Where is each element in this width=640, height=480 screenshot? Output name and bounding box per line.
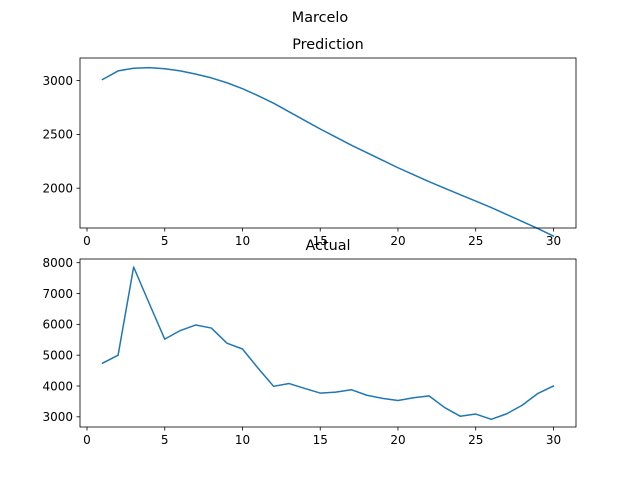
actual-y-tick-label: 7000 <box>42 287 73 301</box>
actual-x-tick-label: 30 <box>546 433 561 447</box>
actual-y-tick-label: 8000 <box>42 256 73 270</box>
actual-y-tick-label: 3000 <box>42 410 73 424</box>
prediction-x-tick-label: 5 <box>161 234 169 248</box>
actual-x-tick-label: 25 <box>468 433 483 447</box>
actual-x-tick-label: 20 <box>390 433 405 447</box>
prediction-y-tick-label: 3000 <box>42 74 73 88</box>
actual-x-tick-label: 0 <box>83 433 91 447</box>
actual-x-tick-label: 5 <box>161 433 169 447</box>
prediction-x-tick-label: 30 <box>546 234 561 248</box>
prediction-y-tick-label: 2000 <box>42 181 73 195</box>
actual-y-tick-label: 5000 <box>42 348 73 362</box>
actual-title: Actual <box>305 238 350 254</box>
prediction-y-tick-label: 2500 <box>42 128 73 142</box>
prediction-x-tick-label: 25 <box>468 234 483 248</box>
actual-x-tick-label: 15 <box>313 433 328 447</box>
prediction-x-tick-label: 20 <box>390 234 405 248</box>
prediction-x-tick-label: 0 <box>83 234 91 248</box>
prediction-title: Prediction <box>292 37 364 53</box>
figure-suptitle: Marcelo <box>292 10 349 26</box>
actual-y-tick-label: 4000 <box>42 379 73 393</box>
actual-y-tick-label: 6000 <box>42 318 73 332</box>
prediction-x-tick-label: 10 <box>235 234 250 248</box>
actual-x-tick-label: 10 <box>235 433 250 447</box>
